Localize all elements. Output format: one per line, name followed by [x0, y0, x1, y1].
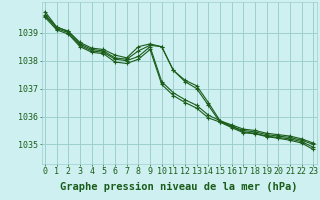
X-axis label: Graphe pression niveau de la mer (hPa): Graphe pression niveau de la mer (hPa)	[60, 182, 298, 192]
